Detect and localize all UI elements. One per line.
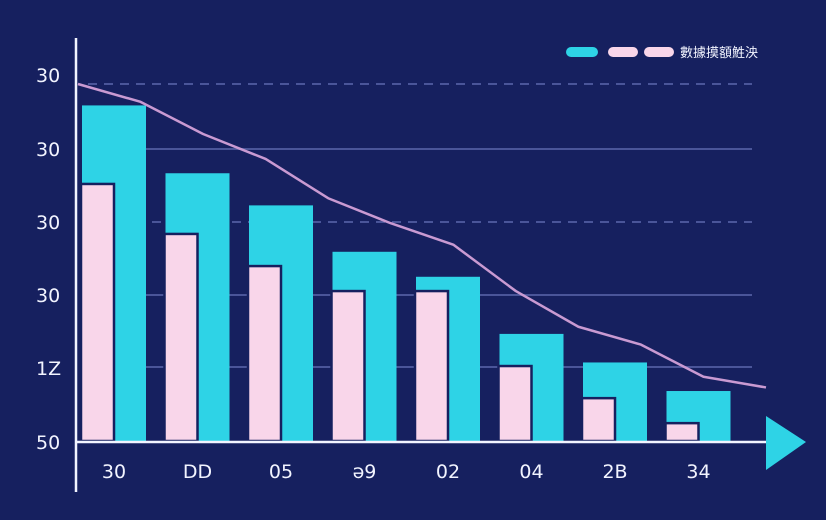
bars <box>79 105 731 443</box>
x-tick-label: 04 <box>519 461 543 483</box>
bar-series-b <box>246 264 283 443</box>
x-tick-label: ǝ9 <box>353 461 377 483</box>
x-tick-label: 30 <box>102 461 126 483</box>
x-tick-label: 34 <box>686 461 710 483</box>
y-tick-label: 1Z <box>36 358 61 380</box>
legend: 數據摸額鮏泱 <box>566 46 758 61</box>
bar-series-b <box>413 289 450 443</box>
bar-series-b <box>664 421 700 443</box>
y-tick-labels: 30 30 30 30 1Z 50 <box>36 65 61 454</box>
trend-line-group <box>77 82 767 389</box>
y-tick-label: 30 <box>36 65 60 87</box>
legend-label: 數據摸額鮏泱 <box>680 46 758 61</box>
axes <box>74 38 806 492</box>
trend-line <box>77 82 767 389</box>
x-axis-arrow <box>766 416 806 470</box>
x-tick-label: 02 <box>436 461 460 483</box>
bar-series-b <box>580 396 617 443</box>
bar-series-b <box>79 182 116 443</box>
y-tick-label: 30 <box>36 285 60 307</box>
legend-swatch-series-a <box>566 47 598 57</box>
y-tick-label: 30 <box>36 139 60 161</box>
x-tick-labels: 30 DD 05 ǝ9 02 04 2B 34 <box>102 461 711 483</box>
bar-series-b <box>163 232 199 443</box>
bar-series-b <box>330 289 366 443</box>
x-tick-label: 05 <box>269 461 293 483</box>
legend-swatch-series-b <box>608 47 638 57</box>
x-tick-label: DD <box>183 461 212 483</box>
bar-series-b <box>497 364 533 443</box>
y-tick-label: 30 <box>36 212 60 234</box>
y-tick-label: 50 <box>36 432 60 454</box>
legend-swatch-series-c <box>644 47 674 57</box>
x-tick-label: 2B <box>602 461 627 483</box>
